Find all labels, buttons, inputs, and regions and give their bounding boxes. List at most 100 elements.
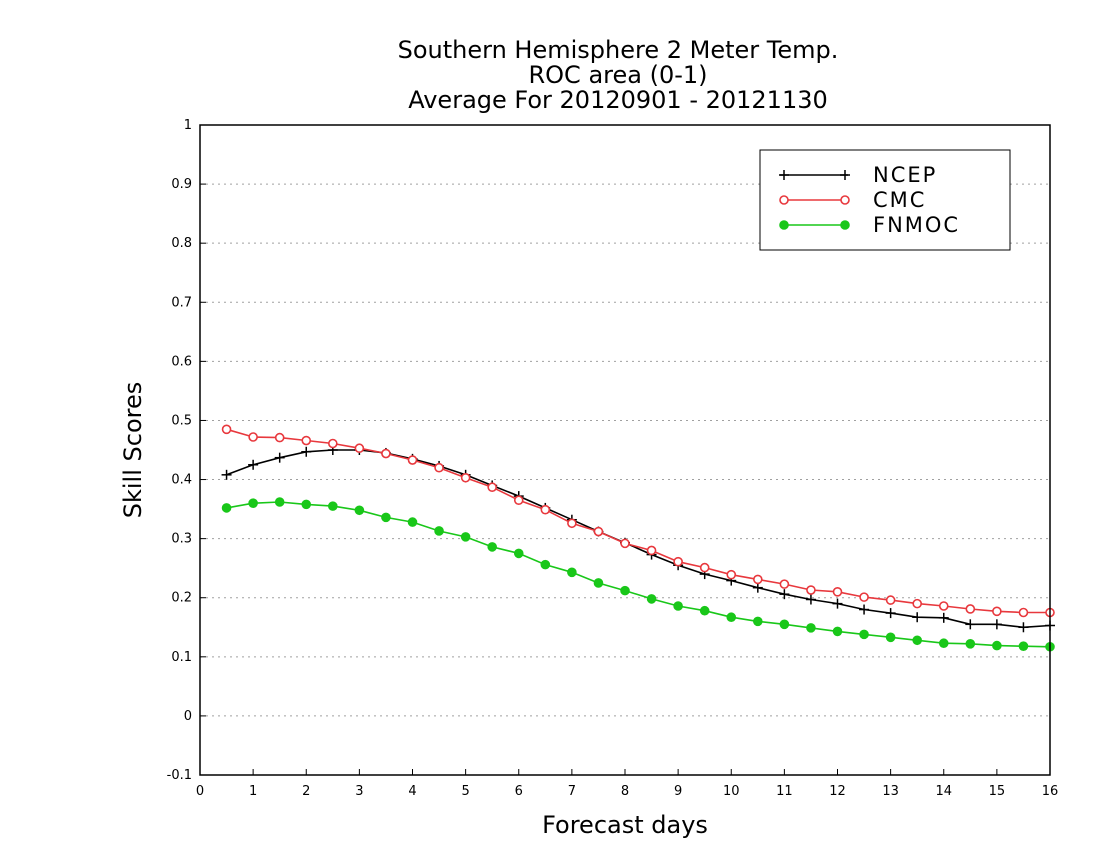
data-point-ncep: [1018, 622, 1029, 633]
data-point-cmc: [938, 601, 949, 611]
x-tick-label: 16: [1042, 784, 1059, 799]
data-point-ncep: [248, 459, 259, 470]
legend-entry-ncep: NCEP: [779, 163, 937, 187]
data-point-fnmoc: [859, 629, 869, 640]
y-tick-label: 0.8: [171, 236, 192, 251]
data-point-cmc: [726, 569, 737, 580]
x-tick-label: 3: [355, 784, 363, 799]
data-point-ncep: [832, 598, 843, 609]
data-point-fnmoc: [593, 578, 604, 588]
data-point-fnmoc: [912, 635, 922, 646]
data-point-cmc: [301, 435, 312, 446]
x-tick-label: 7: [568, 784, 576, 799]
data-point-ncep: [779, 589, 790, 600]
x-tick-label: 6: [515, 784, 523, 799]
x-tick-label: 15: [989, 784, 1006, 799]
data-point-fnmoc: [620, 585, 630, 596]
data-point-ncep: [991, 619, 1002, 630]
y-axis-label: Skill Scores: [119, 382, 147, 519]
data-point-ncep: [859, 604, 870, 615]
x-tick-label: 12: [829, 784, 846, 799]
legend-marker-cmc: [840, 195, 850, 205]
y-tick-label: 0.1: [171, 650, 192, 665]
data-point-ncep: [965, 619, 976, 630]
data-point-fnmoc: [938, 638, 949, 649]
data-point-cmc: [699, 562, 710, 573]
series-fnmoc: [221, 497, 1055, 652]
data-point-ncep: [221, 469, 232, 480]
data-point-ncep: [301, 446, 312, 457]
data-point-cmc: [434, 462, 444, 473]
data-point-fnmoc: [381, 512, 391, 523]
data-point-cmc: [328, 438, 338, 449]
x-tick-label: 11: [776, 784, 793, 799]
legend-entry-fnmoc: FNMOC: [779, 213, 960, 237]
data-point-ncep: [885, 608, 896, 619]
legend-label-fnmoc: FNMOC: [873, 213, 960, 237]
legend-marker-cmc: [779, 195, 789, 205]
chart-period: Average For 20120901 - 20121130: [408, 86, 828, 114]
series-cmc: [221, 424, 1055, 618]
legend-marker-ncep: [840, 170, 850, 180]
data-point-cmc: [965, 604, 976, 614]
data-point-fnmoc: [992, 640, 1002, 651]
y-tick-label: -0.1: [167, 768, 192, 783]
y-tick-label: 0.5: [171, 413, 192, 428]
legend-label-cmc: CMC: [873, 188, 926, 212]
y-tick-label: 0.4: [171, 473, 192, 488]
data-point-fnmoc: [673, 601, 683, 611]
data-point-cmc: [487, 482, 497, 493]
data-point-ncep: [752, 582, 763, 593]
y-tick-label: 0.2: [171, 591, 192, 606]
data-point-cmc: [248, 432, 258, 442]
data-point-cmc: [646, 545, 657, 556]
data-point-ncep: [938, 612, 949, 623]
x-tick-label: 14: [935, 784, 952, 799]
data-point-fnmoc: [726, 612, 737, 623]
x-axis-label: Forecast days: [542, 811, 708, 839]
legend-marker-fnmoc: [779, 220, 789, 230]
y-tick-label: 0.7: [171, 295, 192, 310]
data-point-cmc: [513, 495, 524, 506]
legend-marker-ncep: [779, 170, 789, 180]
data-point-fnmoc: [460, 532, 471, 542]
x-tick-label: 1: [249, 784, 257, 799]
series-lines: [221, 424, 1055, 652]
data-point-ncep: [805, 594, 816, 605]
data-point-fnmoc: [885, 632, 896, 643]
data-point-cmc: [221, 424, 232, 435]
data-point-fnmoc: [540, 559, 551, 570]
data-point-fnmoc: [487, 542, 497, 552]
data-point-fnmoc: [646, 594, 657, 604]
y-tick-label: 0.6: [171, 354, 192, 369]
data-point-cmc: [885, 595, 896, 605]
x-tick-label: 13: [882, 784, 899, 799]
data-point-cmc: [992, 606, 1002, 617]
data-point-cmc: [832, 587, 843, 597]
x-tick-label: 10: [723, 784, 740, 799]
data-point-cmc: [593, 526, 604, 537]
data-point-fnmoc: [434, 526, 444, 536]
data-point-fnmoc: [513, 548, 524, 559]
data-point-fnmoc: [567, 567, 577, 578]
data-point-cmc: [1018, 607, 1029, 618]
data-point-fnmoc: [753, 616, 763, 627]
y-tick-label: 0.3: [171, 532, 192, 547]
data-point-cmc: [779, 579, 790, 589]
data-point-cmc: [620, 538, 630, 549]
chart-subtitle: ROC area (0-1): [528, 61, 707, 89]
legend-entry-cmc: CMC: [779, 188, 926, 212]
x-tick-label: 2: [302, 784, 310, 799]
data-point-cmc: [567, 518, 577, 529]
x-tick-label: 8: [621, 784, 629, 799]
legend-label-ncep: NCEP: [873, 163, 937, 187]
data-point-fnmoc: [699, 605, 710, 616]
x-tick-label: 0: [196, 784, 204, 799]
data-point-fnmoc: [328, 501, 338, 511]
data-point-cmc: [540, 504, 551, 515]
x-tick-label: 5: [461, 784, 469, 799]
data-point-fnmoc: [832, 626, 843, 637]
